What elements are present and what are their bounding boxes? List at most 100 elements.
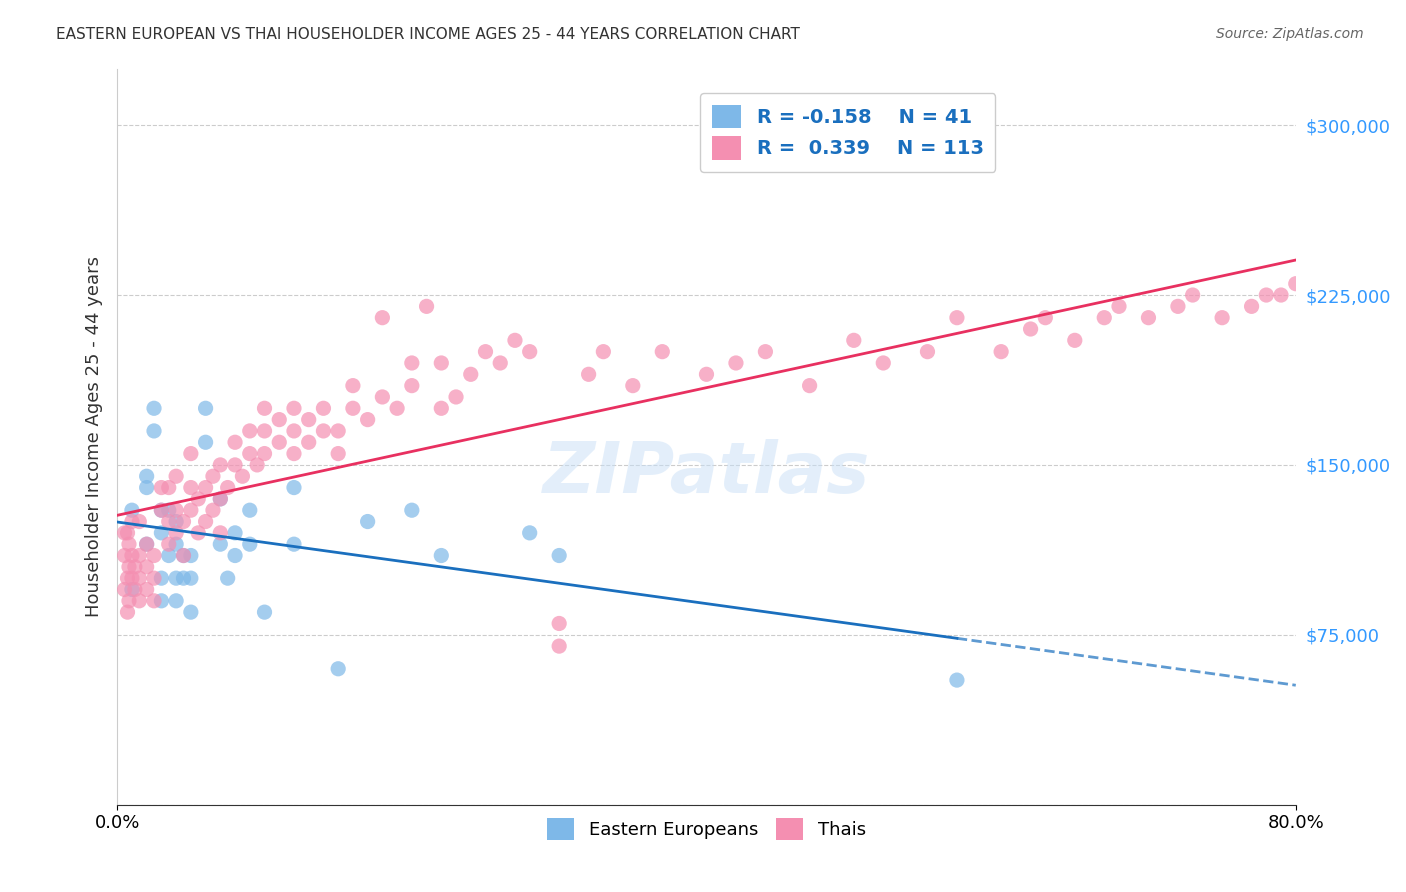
Point [872, 356, 894, 370]
Point [298, 435, 321, 450]
Point [209, 458, 232, 472]
Point [143, 594, 166, 608]
Point [401, 356, 423, 370]
Point [217, 571, 239, 585]
Point [1019, 322, 1042, 336]
Point [283, 401, 305, 416]
Point [180, 571, 202, 585]
Point [1092, 310, 1115, 325]
Point [231, 469, 253, 483]
Point [128, 594, 150, 608]
Point [430, 401, 453, 416]
Point [118, 559, 141, 574]
Point [356, 412, 378, 426]
Text: Source: ZipAtlas.com: Source: ZipAtlas.com [1216, 27, 1364, 41]
Point [128, 515, 150, 529]
Point [165, 503, 187, 517]
Point [173, 549, 195, 563]
Point [430, 549, 453, 563]
Point [201, 469, 224, 483]
Point [173, 515, 195, 529]
Point [114, 582, 136, 597]
Point [150, 503, 173, 517]
Point [124, 559, 146, 574]
Point [157, 503, 180, 517]
Point [548, 639, 571, 653]
Point [117, 605, 139, 619]
Point [209, 491, 232, 506]
Point [114, 525, 136, 540]
Point [239, 503, 262, 517]
Point [165, 469, 187, 483]
Point [180, 549, 202, 563]
Point [173, 571, 195, 585]
Point [430, 356, 453, 370]
Point [312, 401, 335, 416]
Point [253, 447, 276, 461]
Point [114, 549, 136, 563]
Point [165, 525, 187, 540]
Point [121, 549, 143, 563]
Point [489, 356, 512, 370]
Point [157, 537, 180, 551]
Point [548, 549, 571, 563]
Point [157, 549, 180, 563]
Text: ZIPatlas: ZIPatlas [543, 439, 870, 508]
Point [150, 594, 173, 608]
Point [121, 571, 143, 585]
Point [1256, 288, 1278, 302]
Point [224, 525, 246, 540]
Point [1240, 299, 1263, 313]
Point [209, 491, 232, 506]
Point [187, 525, 209, 540]
Point [135, 537, 157, 551]
Point [194, 435, 217, 450]
Point [503, 334, 526, 348]
Point [724, 356, 747, 370]
Point [165, 537, 187, 551]
Point [143, 571, 166, 585]
Point [143, 549, 166, 563]
Point [298, 412, 321, 426]
Point [1285, 277, 1308, 291]
Point [201, 503, 224, 517]
Point [415, 299, 437, 313]
Point [385, 401, 408, 416]
Point [578, 368, 600, 382]
Point [519, 344, 541, 359]
Point [342, 401, 364, 416]
Point [150, 503, 173, 517]
Point [283, 424, 305, 438]
Point [328, 447, 350, 461]
Point [328, 662, 350, 676]
Point [460, 368, 482, 382]
Point [194, 515, 217, 529]
Point [1108, 299, 1130, 313]
Point [180, 605, 202, 619]
Point [165, 515, 187, 529]
Point [187, 491, 209, 506]
Point [194, 401, 217, 416]
Point [1063, 334, 1085, 348]
Point [224, 549, 246, 563]
Point [269, 435, 291, 450]
Point [371, 310, 394, 325]
Point [128, 549, 150, 563]
Point [253, 424, 276, 438]
Point [135, 559, 157, 574]
Point [165, 571, 187, 585]
Point [117, 571, 139, 585]
Point [224, 458, 246, 472]
Point [157, 515, 180, 529]
Point [180, 481, 202, 495]
Point [135, 469, 157, 483]
Point [124, 582, 146, 597]
Point [312, 424, 335, 438]
Point [474, 344, 496, 359]
Point [135, 481, 157, 495]
Point [143, 401, 166, 416]
Point [150, 571, 173, 585]
Point [1181, 288, 1204, 302]
Point [799, 378, 821, 392]
Point [917, 344, 939, 359]
